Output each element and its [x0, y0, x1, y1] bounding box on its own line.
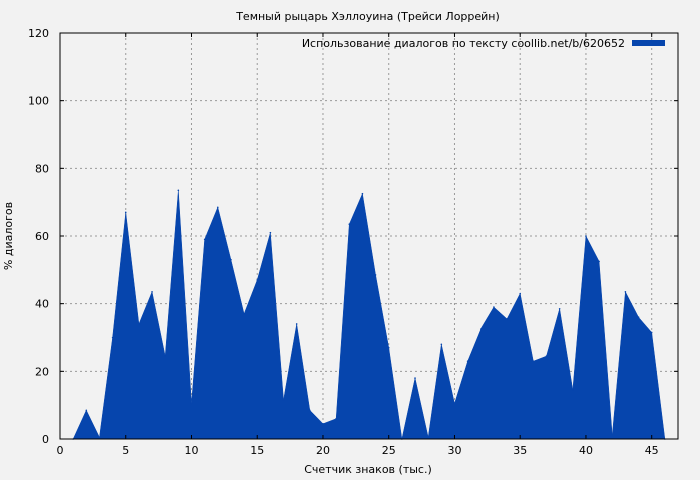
data-point: [124, 211, 127, 214]
data-point: [138, 323, 140, 325]
data-point: [493, 306, 495, 308]
y-tick-label: 0: [42, 433, 49, 446]
x-tick-label: 5: [122, 444, 129, 457]
data-point: [427, 436, 429, 439]
x-axis: 0 5 10 15 20 25 30 35 40 45: [57, 33, 659, 457]
x-tick-label: 15: [250, 444, 264, 457]
data-point: [164, 355, 166, 357]
data-point: [269, 231, 272, 234]
x-tick-label: 35: [513, 444, 527, 457]
x-tick-label: 30: [447, 444, 461, 457]
data-point: [532, 360, 535, 362]
data-point: [230, 258, 232, 261]
data-point: [335, 417, 337, 420]
data-point: [506, 318, 508, 320]
data-point: [322, 422, 324, 425]
legend: Использование диалогов по тексту coollib…: [302, 37, 665, 50]
data-point: [624, 291, 627, 293]
y-tick-label: 20: [35, 365, 49, 378]
data-point: [361, 192, 364, 195]
data-point: [519, 292, 522, 295]
y-tick-label: 100: [28, 95, 49, 108]
data-point: [374, 274, 377, 276]
data-point: [585, 235, 587, 237]
data-point: [282, 399, 285, 401]
data-point: [295, 323, 298, 325]
data-point: [85, 409, 88, 412]
data-point: [611, 434, 614, 437]
data-point: [572, 389, 574, 391]
x-tick-label: 25: [382, 444, 396, 457]
data-point: [243, 313, 245, 315]
y-axis-label: % диалогов: [2, 202, 15, 270]
x-tick-label: 45: [645, 444, 659, 457]
data-point: [545, 355, 548, 357]
legend-label: Использование диалогов по тексту coollib…: [302, 37, 625, 50]
series-area-layer: [72, 189, 666, 440]
data-point: [216, 206, 219, 209]
data-point: [466, 360, 469, 362]
x-tick-label: 0: [57, 444, 64, 457]
data-point: [414, 377, 416, 379]
y-tick-label: 60: [35, 230, 49, 243]
data-point: [98, 436, 101, 439]
data-point: [348, 223, 351, 225]
data-point: [453, 402, 456, 405]
data-point: [151, 291, 153, 293]
data-point: [203, 238, 206, 241]
data-point: [637, 316, 640, 319]
data-point: [190, 402, 193, 405]
data-point: [387, 346, 390, 349]
x-tick-label: 40: [579, 444, 593, 457]
y-tick-label: 80: [35, 162, 49, 175]
chart-title: Темный рыцарь Хэллоуина (Трейси Лоррейн): [235, 10, 500, 23]
y-axis: 0 20 40 60 80 100 120: [28, 27, 678, 446]
data-point: [256, 279, 259, 281]
y-tick-label: 40: [35, 298, 49, 311]
data-point: [598, 260, 600, 263]
x-tick-label: 10: [184, 444, 198, 457]
x-axis-label: Счетчик знаков (тыс.): [304, 463, 432, 476]
data-point: [309, 409, 311, 412]
legend-swatch: [632, 40, 665, 46]
data-point: [558, 307, 561, 310]
x-tick-label: 20: [316, 444, 330, 457]
y-tick-label: 120: [28, 27, 49, 40]
data-point: [650, 331, 653, 334]
data-point: [440, 343, 443, 346]
data-point: [111, 336, 114, 339]
data-point: [479, 328, 482, 330]
data-point: [177, 189, 180, 192]
